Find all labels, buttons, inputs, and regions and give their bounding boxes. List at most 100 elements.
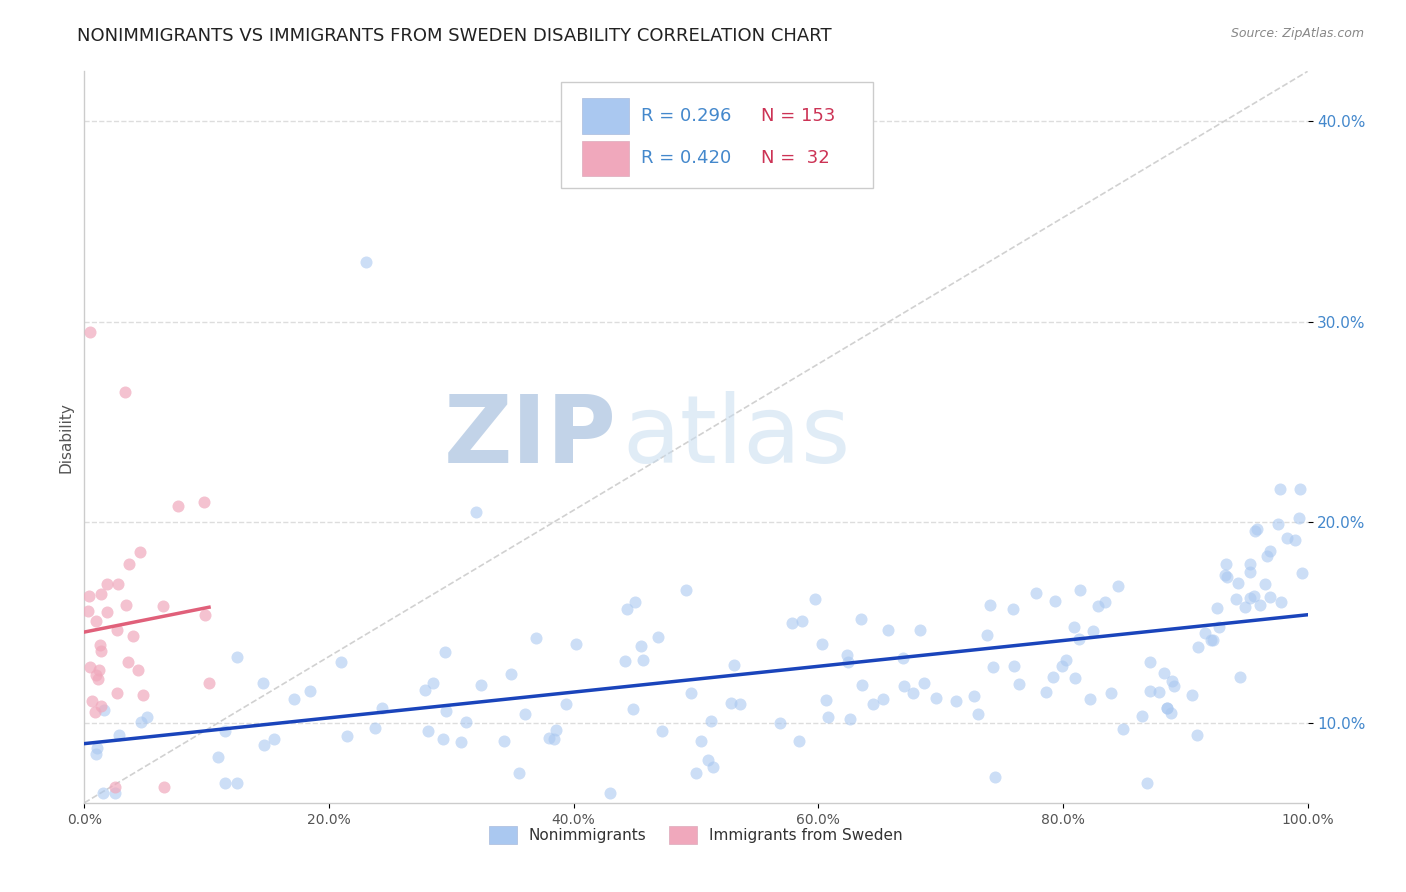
Point (1194, 626, 1216, 640)
Point (1258, 544, 1281, 558)
Point (616, 602, 638, 616)
Point (817, 709, 839, 723)
Point (167, 499, 190, 513)
Point (470, 678, 492, 692)
Text: R = 0.420: R = 0.420 (641, 149, 731, 168)
Point (263, 731, 285, 746)
Point (93, 703, 115, 717)
Point (804, 592, 827, 607)
Point (122, 629, 145, 643)
Point (728, 698, 751, 712)
Point (152, 599, 174, 613)
Point (651, 724, 673, 739)
Point (198, 676, 221, 690)
Point (976, 627, 998, 641)
Point (1069, 632, 1091, 647)
Point (129, 714, 152, 729)
Point (702, 760, 724, 774)
Point (1258, 590, 1281, 604)
Point (214, 776, 236, 790)
Point (1187, 640, 1209, 654)
Point (1025, 585, 1047, 599)
Point (1227, 576, 1250, 591)
Point (1002, 602, 1025, 616)
Point (499, 667, 522, 681)
Point (981, 659, 1004, 673)
Point (1063, 620, 1085, 634)
Point (1275, 531, 1298, 545)
Point (810, 637, 832, 651)
Point (624, 595, 647, 609)
Y-axis label: Disability: Disability (58, 401, 73, 473)
Point (1136, 776, 1159, 790)
Point (835, 648, 858, 662)
Point (1234, 600, 1257, 615)
Point (432, 732, 454, 747)
Point (851, 612, 873, 626)
Point (128, 544, 150, 558)
Bar (582, 98, 628, 134)
Point (599, 786, 621, 800)
Point (87, 663, 110, 677)
Point (983, 770, 1005, 784)
Point (1213, 567, 1236, 582)
Point (1139, 684, 1161, 698)
Point (1254, 577, 1277, 591)
Point (252, 676, 274, 690)
Point (86, 672, 108, 686)
Point (1244, 524, 1267, 538)
Point (1215, 557, 1237, 571)
Point (364, 722, 387, 736)
Point (1239, 591, 1261, 606)
Point (538, 731, 561, 745)
Point (1035, 685, 1057, 699)
Point (336, 729, 359, 743)
Point (851, 678, 873, 692)
Point (464, 505, 486, 519)
Point (1050, 658, 1073, 673)
Point (89, 638, 111, 652)
Point (433, 645, 456, 659)
Point (901, 686, 924, 700)
Point (647, 630, 669, 644)
Point (329, 655, 352, 669)
Point (108, 728, 131, 742)
Point (838, 712, 860, 726)
Point (252, 738, 274, 752)
Point (1064, 672, 1087, 686)
Point (1139, 655, 1161, 669)
Point (555, 697, 578, 711)
Point (354, 254, 377, 268)
Point (1225, 591, 1247, 606)
Point (723, 658, 745, 673)
Point (1107, 579, 1129, 593)
Point (544, 723, 567, 738)
Point (1229, 670, 1251, 684)
Point (1243, 589, 1265, 603)
Point (1284, 533, 1306, 548)
Point (1267, 516, 1289, 531)
Point (908, 624, 931, 638)
Point (1087, 599, 1109, 614)
Point (1008, 677, 1031, 691)
Point (862, 697, 884, 711)
Point (226, 649, 249, 664)
Point (1256, 549, 1278, 564)
Point (1239, 566, 1261, 580)
Point (1181, 688, 1204, 702)
Point (515, 706, 537, 721)
Point (454, 714, 477, 729)
Point (689, 733, 711, 747)
Point (1249, 599, 1271, 613)
Point (84, 747, 107, 761)
Point (90, 699, 112, 714)
Point (1289, 482, 1312, 496)
Point (508, 765, 530, 780)
FancyBboxPatch shape (561, 82, 873, 188)
Point (492, 734, 515, 748)
Point (90, 644, 112, 658)
Point (86, 614, 108, 628)
Point (107, 577, 129, 591)
Point (877, 623, 900, 637)
Point (153, 780, 176, 794)
